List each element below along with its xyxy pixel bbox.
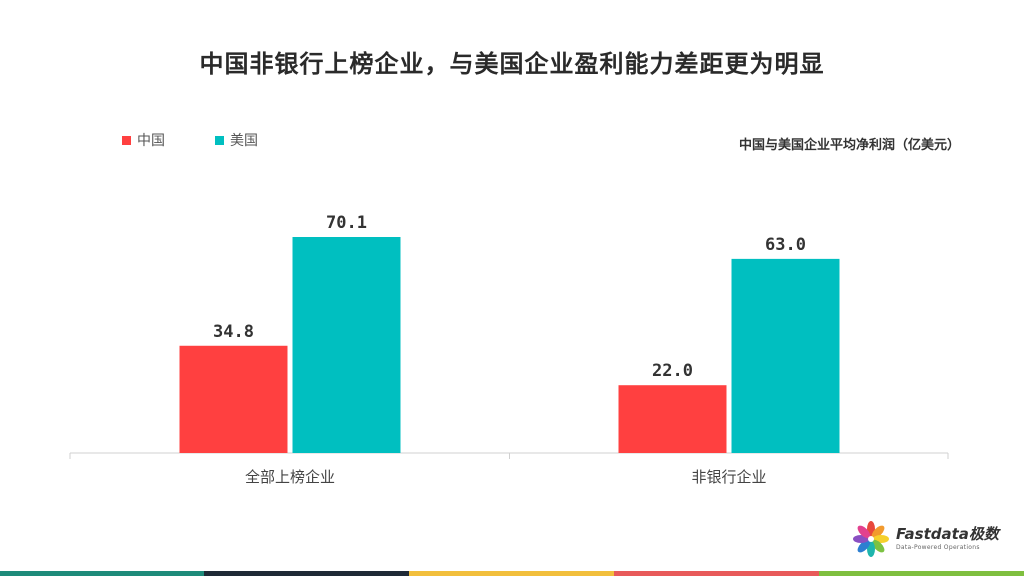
data-label-china-1: 22.0: [652, 361, 693, 381]
brand-tagline: Data-Powered Operations: [896, 544, 980, 551]
flower-logo-icon: [853, 521, 889, 557]
chart-title: 中国非银行上榜企业，与美国企业盈利能力差距更为明显: [199, 50, 825, 78]
footer-segment: [0, 571, 204, 576]
legend-item-china: 中国: [122, 130, 165, 150]
x-tick-label: 非银行企业: [691, 468, 766, 486]
footer-segment: [204, 571, 409, 576]
footer-segment: [819, 571, 1024, 576]
legend-item-usa: 美国: [215, 130, 258, 150]
data-label-usa-1: 63.0: [765, 235, 806, 255]
legend: 中国 美国: [122, 130, 258, 150]
footer-color-bar: [0, 571, 1024, 576]
bar-china-1: [618, 385, 727, 453]
data-label-usa-0: 70.1: [326, 213, 367, 233]
bar-usa-1: [731, 258, 840, 453]
footer-segment: [614, 571, 819, 576]
footer-segment: [409, 571, 614, 576]
legend-swatch-usa: [215, 135, 224, 145]
legend-swatch-china: [122, 135, 131, 145]
brand-logo: Fastdata极数 Data-Powered Operations: [852, 520, 999, 558]
legend-label-china: 中国: [137, 133, 165, 149]
bar-usa-0: [292, 237, 401, 453]
brand-name: Fastdata极数: [896, 525, 999, 543]
x-tick-label: 全部上榜企业: [245, 468, 335, 486]
bar-china-0: [179, 345, 288, 453]
data-label-china-0: 34.8: [213, 322, 254, 342]
chart-subtitle: 中国与美国企业平均净利润（亿美元）: [738, 138, 960, 153]
legend-label-usa: 美国: [230, 133, 258, 149]
